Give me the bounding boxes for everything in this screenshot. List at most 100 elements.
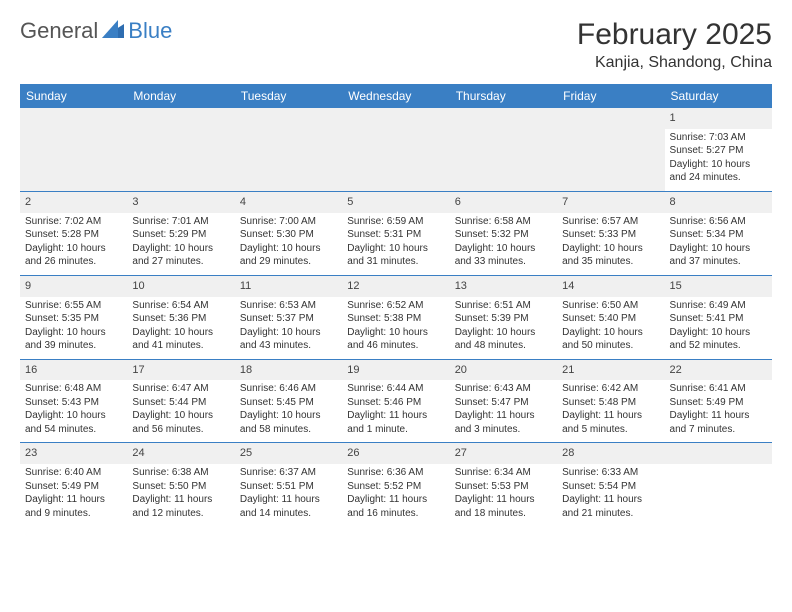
day-cell: 10Sunrise: 6:54 AMSunset: 5:36 PMDayligh… — [127, 276, 234, 359]
sunrise-text: Sunrise: 6:42 AM — [562, 382, 659, 396]
day-cell: 26Sunrise: 6:36 AMSunset: 5:52 PMDayligh… — [342, 443, 449, 526]
day-number: 9 — [20, 276, 127, 297]
daylight-text: Daylight: 10 hours and 33 minutes. — [455, 242, 552, 269]
day-details: Sunrise: 6:33 AMSunset: 5:54 PMDaylight:… — [557, 464, 664, 526]
day-number: 10 — [127, 276, 234, 297]
daylight-text: Daylight: 10 hours and 35 minutes. — [562, 242, 659, 269]
day-number: 15 — [665, 276, 772, 297]
sunrise-text: Sunrise: 7:01 AM — [132, 215, 229, 229]
day-number: 5 — [342, 192, 449, 213]
day-details: Sunrise: 6:51 AMSunset: 5:39 PMDaylight:… — [450, 297, 557, 359]
daylight-text: Daylight: 11 hours and 3 minutes. — [455, 409, 552, 436]
daylight-text: Daylight: 11 hours and 1 minute. — [347, 409, 444, 436]
day-details: Sunrise: 6:49 AMSunset: 5:41 PMDaylight:… — [665, 297, 772, 359]
day-details: Sunrise: 6:46 AMSunset: 5:45 PMDaylight:… — [235, 380, 342, 442]
day-cell: 7Sunrise: 6:57 AMSunset: 5:33 PMDaylight… — [557, 192, 664, 275]
day-details: Sunrise: 7:02 AMSunset: 5:28 PMDaylight:… — [20, 213, 127, 275]
week-row: 16Sunrise: 6:48 AMSunset: 5:43 PMDayligh… — [20, 359, 772, 443]
sunrise-text: Sunrise: 6:50 AM — [562, 299, 659, 313]
sunrise-text: Sunrise: 6:36 AM — [347, 466, 444, 480]
day-number: 24 — [127, 443, 234, 464]
day-cell: 19Sunrise: 6:44 AMSunset: 5:46 PMDayligh… — [342, 360, 449, 443]
day-number: 16 — [20, 360, 127, 381]
location-text: Kanjia, Shandong, China — [577, 54, 772, 72]
sunrise-text: Sunrise: 6:40 AM — [25, 466, 122, 480]
day-details: Sunrise: 6:56 AMSunset: 5:34 PMDaylight:… — [665, 213, 772, 275]
daylight-text: Daylight: 11 hours and 18 minutes. — [455, 493, 552, 520]
weekday-header: Tuesday — [235, 84, 342, 108]
weekday-header: Monday — [127, 84, 234, 108]
page-header: General Blue February 2025 Kanjia, Shand… — [20, 18, 772, 72]
day-cell: 28Sunrise: 6:33 AMSunset: 5:54 PMDayligh… — [557, 443, 664, 526]
sunrise-text: Sunrise: 6:43 AM — [455, 382, 552, 396]
day-number: 7 — [557, 192, 664, 213]
day-details: Sunrise: 6:54 AMSunset: 5:36 PMDaylight:… — [127, 297, 234, 359]
daylight-text: Daylight: 11 hours and 16 minutes. — [347, 493, 444, 520]
day-cell: 15Sunrise: 6:49 AMSunset: 5:41 PMDayligh… — [665, 276, 772, 359]
day-number: 21 — [557, 360, 664, 381]
sunset-text: Sunset: 5:51 PM — [240, 480, 337, 494]
empty-cell — [557, 108, 664, 191]
day-cell: 21Sunrise: 6:42 AMSunset: 5:48 PMDayligh… — [557, 360, 664, 443]
sunrise-text: Sunrise: 6:52 AM — [347, 299, 444, 313]
day-number: 11 — [235, 276, 342, 297]
daylight-text: Daylight: 10 hours and 50 minutes. — [562, 326, 659, 353]
sunset-text: Sunset: 5:49 PM — [25, 480, 122, 494]
sunset-text: Sunset: 5:54 PM — [562, 480, 659, 494]
day-cell: 20Sunrise: 6:43 AMSunset: 5:47 PMDayligh… — [450, 360, 557, 443]
day-number: 3 — [127, 192, 234, 213]
sunset-text: Sunset: 5:27 PM — [670, 144, 767, 158]
sunset-text: Sunset: 5:46 PM — [347, 396, 444, 410]
sunset-text: Sunset: 5:45 PM — [240, 396, 337, 410]
sunset-text: Sunset: 5:48 PM — [562, 396, 659, 410]
day-number: 28 — [557, 443, 664, 464]
daylight-text: Daylight: 10 hours and 29 minutes. — [240, 242, 337, 269]
sunrise-text: Sunrise: 6:54 AM — [132, 299, 229, 313]
empty-cell — [450, 108, 557, 191]
day-details: Sunrise: 6:52 AMSunset: 5:38 PMDaylight:… — [342, 297, 449, 359]
sunset-text: Sunset: 5:33 PM — [562, 228, 659, 242]
daylight-text: Daylight: 10 hours and 26 minutes. — [25, 242, 122, 269]
day-details: Sunrise: 6:48 AMSunset: 5:43 PMDaylight:… — [20, 380, 127, 442]
day-number: 8 — [665, 192, 772, 213]
day-details: Sunrise: 7:03 AMSunset: 5:27 PMDaylight:… — [665, 129, 772, 191]
daylight-text: Daylight: 10 hours and 48 minutes. — [455, 326, 552, 353]
day-cell: 27Sunrise: 6:34 AMSunset: 5:53 PMDayligh… — [450, 443, 557, 526]
month-title: February 2025 — [577, 18, 772, 52]
day-number: 26 — [342, 443, 449, 464]
day-details: Sunrise: 6:40 AMSunset: 5:49 PMDaylight:… — [20, 464, 127, 526]
week-row: 2Sunrise: 7:02 AMSunset: 5:28 PMDaylight… — [20, 191, 772, 275]
day-cell: 22Sunrise: 6:41 AMSunset: 5:49 PMDayligh… — [665, 360, 772, 443]
daylight-text: Daylight: 10 hours and 37 minutes. — [670, 242, 767, 269]
daylight-text: Daylight: 10 hours and 41 minutes. — [132, 326, 229, 353]
day-cell: 14Sunrise: 6:50 AMSunset: 5:40 PMDayligh… — [557, 276, 664, 359]
day-details: Sunrise: 7:01 AMSunset: 5:29 PMDaylight:… — [127, 213, 234, 275]
week-row: 9Sunrise: 6:55 AMSunset: 5:35 PMDaylight… — [20, 275, 772, 359]
day-details: Sunrise: 7:00 AMSunset: 5:30 PMDaylight:… — [235, 213, 342, 275]
day-details: Sunrise: 6:59 AMSunset: 5:31 PMDaylight:… — [342, 213, 449, 275]
weekday-header: Thursday — [450, 84, 557, 108]
day-cell: 6Sunrise: 6:58 AMSunset: 5:32 PMDaylight… — [450, 192, 557, 275]
day-cell: 24Sunrise: 6:38 AMSunset: 5:50 PMDayligh… — [127, 443, 234, 526]
week-row: 1Sunrise: 7:03 AMSunset: 5:27 PMDaylight… — [20, 108, 772, 191]
sunset-text: Sunset: 5:44 PM — [132, 396, 229, 410]
day-cell: 12Sunrise: 6:52 AMSunset: 5:38 PMDayligh… — [342, 276, 449, 359]
day-number: 23 — [20, 443, 127, 464]
calendar-grid: SundayMondayTuesdayWednesdayThursdayFrid… — [20, 84, 772, 526]
day-details: Sunrise: 6:43 AMSunset: 5:47 PMDaylight:… — [450, 380, 557, 442]
sunrise-text: Sunrise: 6:47 AM — [132, 382, 229, 396]
day-details: Sunrise: 6:42 AMSunset: 5:48 PMDaylight:… — [557, 380, 664, 442]
brand-text-2: Blue — [128, 18, 172, 44]
day-details: Sunrise: 6:50 AMSunset: 5:40 PMDaylight:… — [557, 297, 664, 359]
day-number: 27 — [450, 443, 557, 464]
sunrise-text: Sunrise: 6:46 AM — [240, 382, 337, 396]
sunrise-text: Sunrise: 6:33 AM — [562, 466, 659, 480]
sunrise-text: Sunrise: 6:34 AM — [455, 466, 552, 480]
sunrise-text: Sunrise: 7:02 AM — [25, 215, 122, 229]
daylight-text: Daylight: 11 hours and 9 minutes. — [25, 493, 122, 520]
daylight-text: Daylight: 10 hours and 56 minutes. — [132, 409, 229, 436]
weekday-header: Wednesday — [342, 84, 449, 108]
sunrise-text: Sunrise: 6:38 AM — [132, 466, 229, 480]
day-number: 6 — [450, 192, 557, 213]
title-block: February 2025 Kanjia, Shandong, China — [577, 18, 772, 72]
